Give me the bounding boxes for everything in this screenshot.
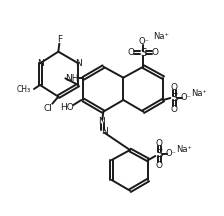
Text: Na⁺: Na⁺: [191, 89, 207, 98]
Text: HO: HO: [60, 103, 74, 111]
Text: O: O: [128, 48, 135, 57]
Text: F: F: [57, 35, 62, 44]
Text: S: S: [140, 48, 147, 58]
Text: O: O: [171, 105, 178, 113]
Text: O: O: [171, 83, 178, 92]
Text: O⁻: O⁻: [139, 37, 150, 46]
Text: O: O: [152, 48, 159, 57]
Text: N: N: [98, 117, 105, 126]
Text: Cl: Cl: [44, 104, 53, 113]
Text: O: O: [156, 138, 163, 148]
Text: O: O: [156, 160, 163, 170]
Text: S: S: [171, 93, 178, 103]
Text: O⁻: O⁻: [166, 149, 177, 159]
Text: N: N: [75, 59, 82, 68]
Text: Na⁺: Na⁺: [153, 32, 169, 41]
Text: S: S: [156, 149, 163, 159]
Text: Na⁺: Na⁺: [176, 146, 192, 154]
Text: N: N: [37, 59, 43, 68]
Text: NH: NH: [66, 74, 79, 83]
Text: O⁻: O⁻: [181, 94, 192, 103]
Text: CH₃: CH₃: [17, 86, 31, 95]
Text: N: N: [101, 127, 108, 136]
